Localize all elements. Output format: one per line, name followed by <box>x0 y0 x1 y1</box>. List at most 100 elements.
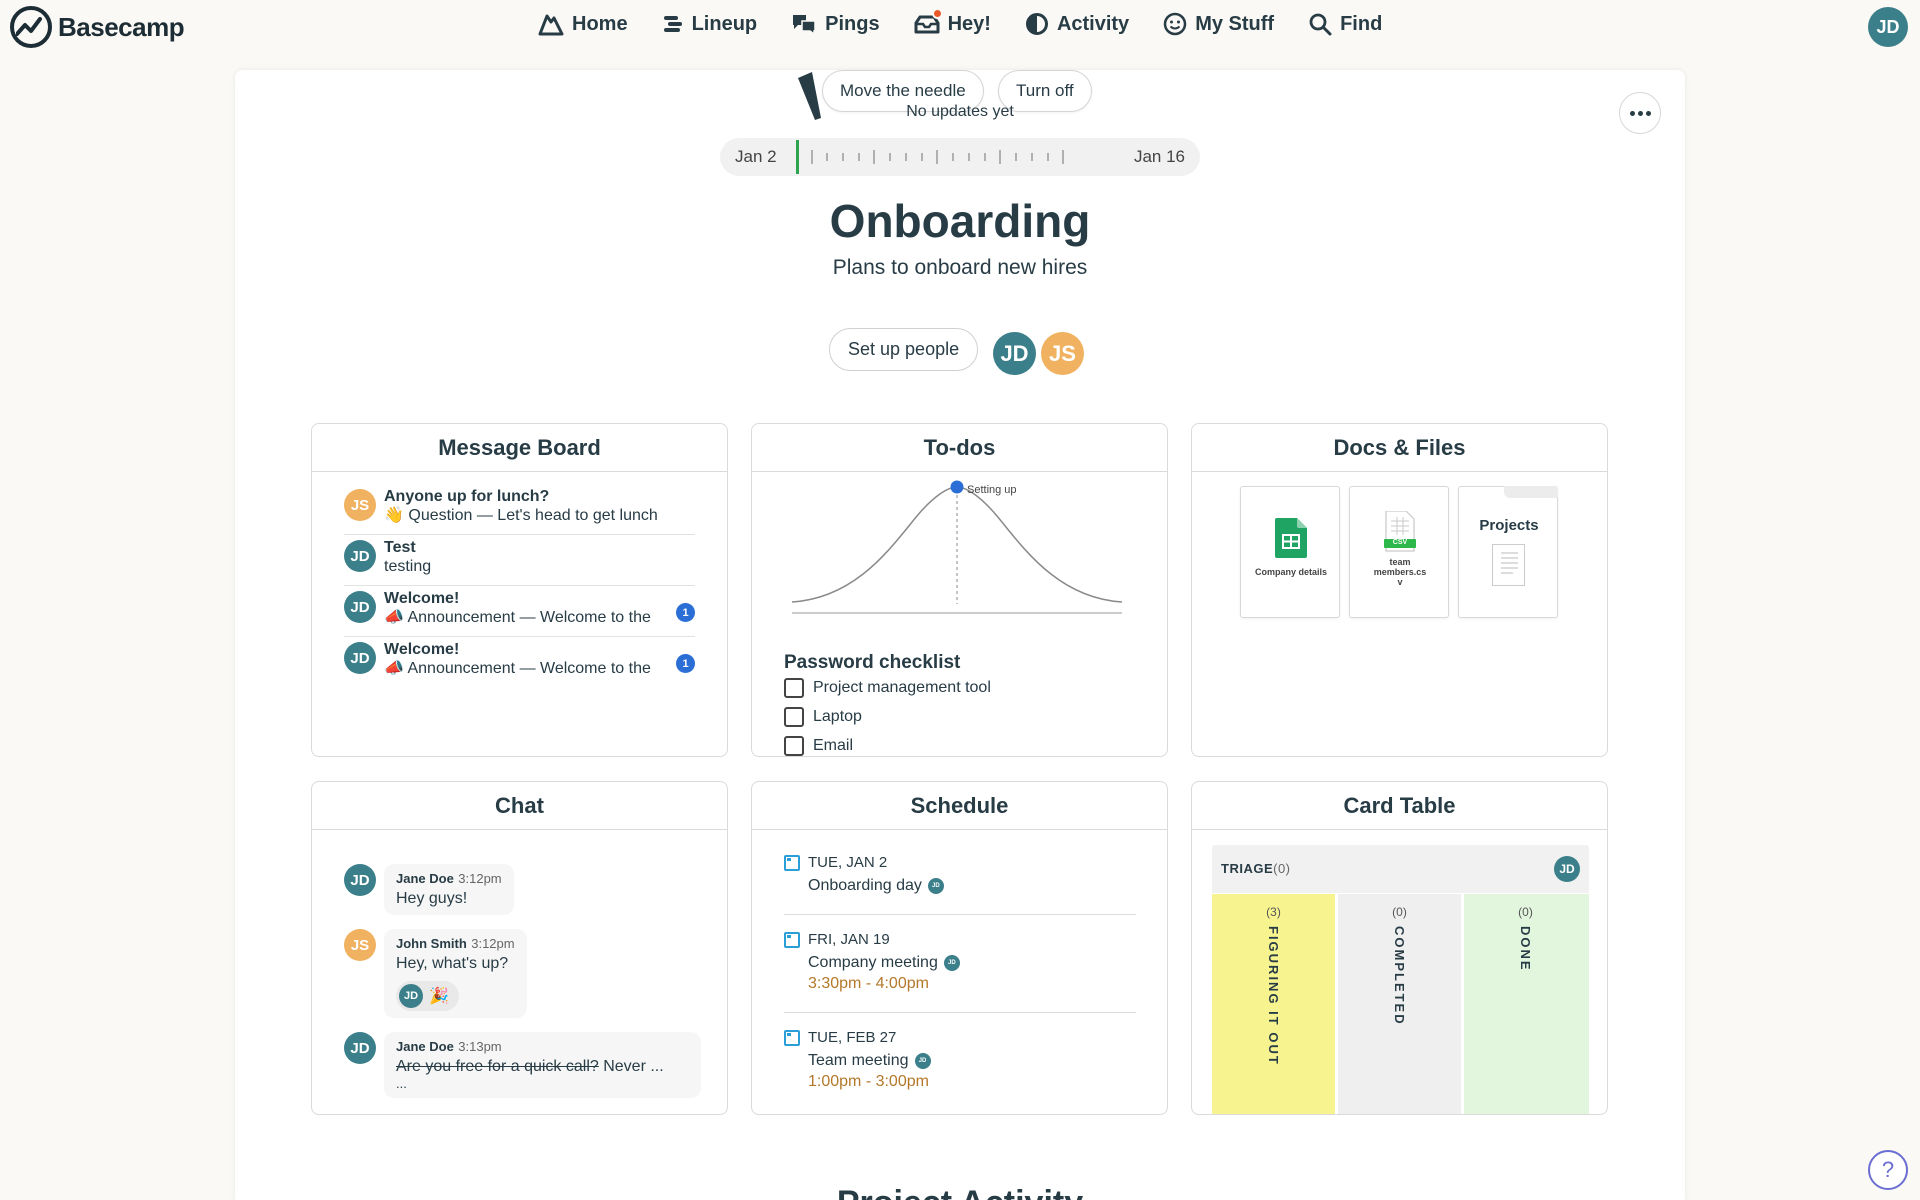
chat-message[interactable]: JS John Smith 3:12pm Hey, what's up? JD … <box>344 929 527 1018</box>
todo-checkbox[interactable] <box>784 736 804 756</box>
chat-text: Hey, what's up? <box>396 955 509 972</box>
nav-pings-label: Pings <box>825 12 880 35</box>
message-excerpt: 📣 Announcement — Welcome to the <box>384 609 651 626</box>
turn-off-button[interactable]: Turn off <box>998 70 1092 112</box>
schedule-event[interactable]: TUE, JAN 2 Onboarding day JD <box>784 854 1136 895</box>
avatar: JD <box>943 955 960 971</box>
todos-card[interactable]: To-dos Setting up Password checklist Pro… <box>751 423 1168 757</box>
nav-home[interactable]: Home <box>538 12 628 36</box>
schedule-title[interactable]: Schedule <box>752 782 1167 830</box>
column-count: (0) <box>1518 905 1533 919</box>
dot <box>1645 110 1651 116</box>
todos-title[interactable]: To-dos <box>752 424 1167 472</box>
column-name: COMPLETED <box>1392 926 1407 1026</box>
card-table-title[interactable]: Card Table <box>1192 782 1607 830</box>
chat-author: John Smith <box>396 936 467 951</box>
timeline-end: Jan 16 <box>1133 147 1185 166</box>
todo-item[interactable]: Email <box>784 736 853 756</box>
document-name: Company details <box>1254 567 1328 577</box>
event-date: TUE, FEB 27 <box>808 1029 897 1046</box>
schedule-card[interactable]: Schedule TUE, JAN 2 Onboarding day JD FRI… <box>751 781 1168 1115</box>
user-avatar[interactable]: JD <box>1868 7 1908 47</box>
message-board-card[interactable]: Message Board JS Anyone up for lunch? 👋 … <box>311 423 728 757</box>
move-the-needle-button[interactable]: Move the needle <box>822 70 984 112</box>
spreadsheet-icon <box>1275 518 1307 558</box>
nav-my-stuff[interactable]: My Stuff <box>1163 12 1274 36</box>
chat-author: Jane Doe <box>396 871 454 886</box>
reaction-chip[interactable]: JD 🎉 <box>396 981 459 1011</box>
todo-checkbox[interactable] <box>784 707 804 727</box>
nav-find[interactable]: Find <box>1308 12 1382 36</box>
todo-checkbox[interactable] <box>784 678 804 698</box>
column-count: (0) <box>1392 905 1407 919</box>
avatar: JD <box>344 591 376 623</box>
dot <box>1629 110 1635 116</box>
needle-timeline[interactable]: Jan 2 Jan 16 <box>720 138 1200 176</box>
event-time: 3:30pm - 4:00pm <box>808 975 929 992</box>
search-icon <box>1309 13 1332 36</box>
set-up-people-button[interactable]: Set up people <box>829 328 979 371</box>
todo-item[interactable]: Project management tool <box>784 678 991 698</box>
card-column[interactable]: (3) FIGURING IT OUT <box>1212 894 1335 1114</box>
chat-bubble: Jane Doe 3:13pm Are you free for a quick… <box>384 1032 701 1098</box>
chat-title[interactable]: Chat <box>312 782 727 830</box>
hill-dot[interactable] <box>950 480 964 494</box>
avatar: JD <box>344 1032 376 1064</box>
nav-activity[interactable]: Activity <box>1025 12 1129 36</box>
triage-label: TRIAGE(0) <box>1221 861 1291 876</box>
card-column[interactable]: (0) DONE <box>1464 894 1589 1114</box>
chat-message[interactable]: JD Jane Doe 3:13pm Are you free for a qu… <box>344 1032 701 1098</box>
avatar: JS <box>344 929 376 961</box>
message-board-title[interactable]: Message Board <box>312 424 727 472</box>
avatar[interactable]: JS <box>1041 332 1084 375</box>
main-nav: Home Lineup Pings Hey! Activity My Stuff… <box>538 8 1382 36</box>
card-table-card[interactable]: Card Table TRIAGE(0) JD (3) FIGURING IT … <box>1191 781 1608 1115</box>
avatar[interactable]: JD <box>993 332 1036 375</box>
file-thumbnail[interactable]: CSV team members.cs v <box>1349 486 1449 618</box>
todo-list-title[interactable]: Password checklist <box>784 652 961 673</box>
more-options-button[interactable] <box>1619 92 1661 134</box>
message-item[interactable]: JD Welcome! 📣 Announcement — Welcome to … <box>344 586 695 637</box>
docs-files-title[interactable]: Docs & Files <box>1192 424 1607 472</box>
message-item[interactable]: JD Welcome! 📣 Announcement — Welcome to … <box>344 637 695 688</box>
nav-hey[interactable]: Hey! <box>914 8 991 36</box>
project-activity-heading: Project Activity <box>235 1184 1685 1200</box>
nav-pings[interactable]: Pings <box>791 12 880 36</box>
schedule-event[interactable]: TUE, FEB 27 Team meeting JD 1:00pm - 3:00… <box>784 1029 1136 1091</box>
message-item[interactable]: JD Test testing <box>344 535 695 586</box>
timeline-ticks <box>811 150 1064 164</box>
card-column[interactable]: (0) COMPLETED <box>1338 894 1461 1114</box>
needle-icon <box>798 72 821 120</box>
project-people[interactable]: JD JS <box>993 332 1084 375</box>
nav-activity-label: Activity <box>1056 12 1130 35</box>
needle-status: No updates yet <box>906 103 1014 120</box>
document-thumbnail[interactable]: Company details <box>1240 486 1340 618</box>
chat-text: Hey guys! <box>396 890 468 907</box>
divider <box>784 1012 1136 1013</box>
chat-message[interactable]: JD Jane Doe 3:12pm Hey guys! <box>344 864 514 915</box>
hill-chart[interactable]: Setting up <box>787 476 1127 626</box>
timeline-marker <box>796 140 799 174</box>
help-button[interactable]: ? <box>1868 1150 1908 1190</box>
triage-column[interactable]: TRIAGE(0) JD <box>1212 845 1589 893</box>
chat-bubble: Jane Doe 3:12pm Hey guys! <box>384 864 514 915</box>
event-title: Onboarding day <box>808 877 922 894</box>
dot <box>1637 110 1643 116</box>
message-title: Welcome! <box>384 590 460 607</box>
timeline-start: Jan 2 <box>735 147 777 166</box>
message-item[interactable]: JS Anyone up for lunch? 👋 Question — Let… <box>344 484 695 535</box>
basecamp-logo[interactable]: Basecamp <box>10 6 185 48</box>
chat-text-rest: Never ... <box>598 1058 664 1075</box>
project-title: Onboarding <box>829 195 1091 247</box>
basecamp-logo-icon <box>10 6 52 48</box>
column-name: FIGURING IT OUT <box>1266 926 1281 1066</box>
todo-item[interactable]: Laptop <box>784 707 862 727</box>
comment-count-badge: 1 <box>676 654 695 673</box>
docs-files-card[interactable]: Docs & Files Company details CSV <box>1191 423 1608 757</box>
event-date: TUE, JAN 2 <box>808 854 888 871</box>
schedule-event[interactable]: FRI, JAN 19 Company meeting JD 3:30pm - 4… <box>784 931 1136 993</box>
chat-card[interactable]: Chat JD Jane Doe 3:12pm Hey guys! JS Joh… <box>311 781 728 1115</box>
folder-thumbnail[interactable]: Projects <box>1458 486 1558 618</box>
nav-lineup[interactable]: Lineup <box>662 12 757 36</box>
message-title: Test <box>384 539 416 556</box>
